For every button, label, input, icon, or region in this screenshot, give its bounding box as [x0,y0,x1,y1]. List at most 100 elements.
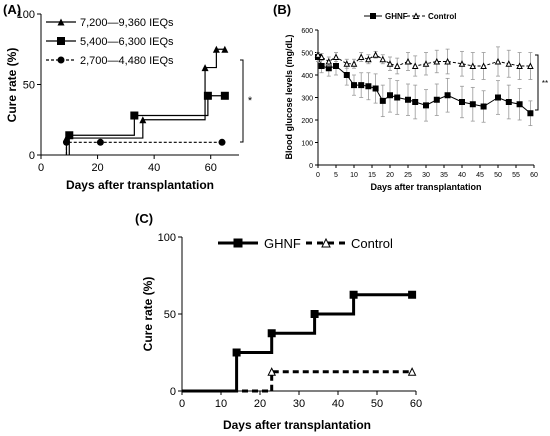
panel-b-point [343,72,350,78]
panel-c-x-tick-label: 30 [293,398,305,410]
panel-b-legend-marker [412,12,420,19]
panel-b-point [333,63,339,69]
panel-c-x-tick-label: 60 [410,398,422,410]
panel-b-point [444,92,451,99]
panel-c-series-line [182,370,413,393]
panel-c-point [310,310,319,318]
panel-a-series-line [65,141,223,155]
panel-b-significance-bracket [535,54,539,111]
panel-a-legend-marker [57,56,65,64]
panel-a-y-tick-label: 0 [29,150,35,162]
panel-a-point [203,91,212,100]
panel-a-y-axis-title: Cure rate (%) [5,48,19,123]
panel-b-point [379,55,387,63]
panel-b-point [422,60,430,67]
panel-b-point [365,55,372,63]
panel-c-point [349,290,358,299]
panel-b-x-tick-label: 5 [334,172,338,179]
panel-c-x-tick-label: 20 [254,398,266,410]
panel-a-point [212,45,220,53]
panel-b-point [516,101,523,108]
panel-b-x-tick-label: 40 [458,172,466,179]
panel-b-point [318,53,325,60]
panel-b-point [343,60,351,67]
panel-a-x-tick-label: 20 [91,162,103,174]
panel-c-x-tick-label: 10 [215,398,227,410]
panel-b-point [527,110,534,117]
panel-b-point [372,51,379,58]
panel-b-point [314,51,322,58]
panel-c-y-tick-label: 100 [158,232,176,244]
panel-a-x-tick-label: 40 [148,162,160,174]
panel-b-point [325,65,332,72]
panel-a-point [220,91,229,100]
panel-b-x-tick-label: 50 [494,172,502,179]
panel-a-legend-label: 2,700—4,480 IEQs [80,55,174,67]
panel-a-y-tick-label: 50 [23,80,35,92]
panel-a-point [139,116,147,124]
panel-c-point [408,290,417,299]
panel-a-series-line [68,95,225,155]
panel-a-x-tick-label: 60 [205,162,217,174]
panel-b-point [332,53,340,60]
panel-b-point [469,62,477,69]
panel-b-x-tick-label: 20 [386,172,394,179]
panel-c-series-line [182,293,413,393]
panel-b-legend-marker [370,13,376,19]
panel-a-x-tick-label: 0 [38,162,44,174]
panel-b-x-tick-label: 25 [404,172,412,179]
panel-b-x-tick-label: 55 [512,172,520,179]
panel-b-point [405,96,411,103]
panel-b-point [423,102,429,109]
panel-c-y-axis-title: Cure rate (%) [141,277,155,352]
panel-c-point [267,367,277,376]
panel-a-legend-marker [57,37,65,45]
panel-b-x-tick-label: 45 [476,172,484,179]
panel-b-point [433,57,441,65]
panel-b-point [444,57,451,65]
panel-c-y-tick-label: 50 [164,309,176,321]
panel-b-point [495,94,501,101]
panel-a-x-axis-title: Days after transplantation [66,178,214,192]
panel-c-x-tick-label: 40 [332,398,344,410]
panel-b-x-tick-label: 60 [530,172,538,179]
panel-c-point [407,367,417,376]
panel-b-point [365,83,372,90]
panel-b-point [350,60,358,67]
panel-c-x-tick-label: 50 [371,398,383,410]
panel-c-legend-marker [233,238,243,248]
panel-b-x-tick-label: 30 [422,172,430,179]
panel-b-point [387,92,393,99]
panel-b-x-tick-label: 15 [368,172,376,179]
panel-a-point [218,138,226,146]
panel-a-significance-mark: * [248,95,253,107]
panel-b-label: (B) [273,2,291,17]
panel-b-point [394,94,401,101]
panel-b-point [505,99,512,105]
panel-a-point [221,45,229,53]
panel-b-y-tick-label: 300 [301,96,313,103]
panel-a-point [65,131,74,140]
panel-b-point [351,82,357,89]
panel-b-point [411,62,419,69]
panel-c-x-tick-label: 0 [179,398,185,410]
panel-a-point [130,111,139,120]
panel-b-legend-label: Control [428,12,456,21]
panel-b-y-tick-label: 400 [301,73,313,80]
panel-b-point [404,57,412,65]
panel-a-label: (A) [3,2,21,17]
panel-b-x-axis-title: Days after transplantation [370,182,481,192]
panel-b-point [357,53,365,60]
panel-b-point [433,96,440,103]
panel-b-point [505,60,513,67]
panel-a-legend-label: 5,400—6,300 IEQs [80,36,174,48]
panel-b-point [358,82,365,89]
panel-a-point [96,138,104,146]
panel-a-significance-bracket [240,59,244,143]
panel-b-y-tick-label: 200 [301,118,313,125]
panel-a-legend-label: 7,200—9,360 IEQs [80,17,174,29]
panel-c-legend-label: Control [351,236,393,251]
panel-b-y-tick-label: 0 [309,163,313,170]
panel-b-point [458,60,466,67]
